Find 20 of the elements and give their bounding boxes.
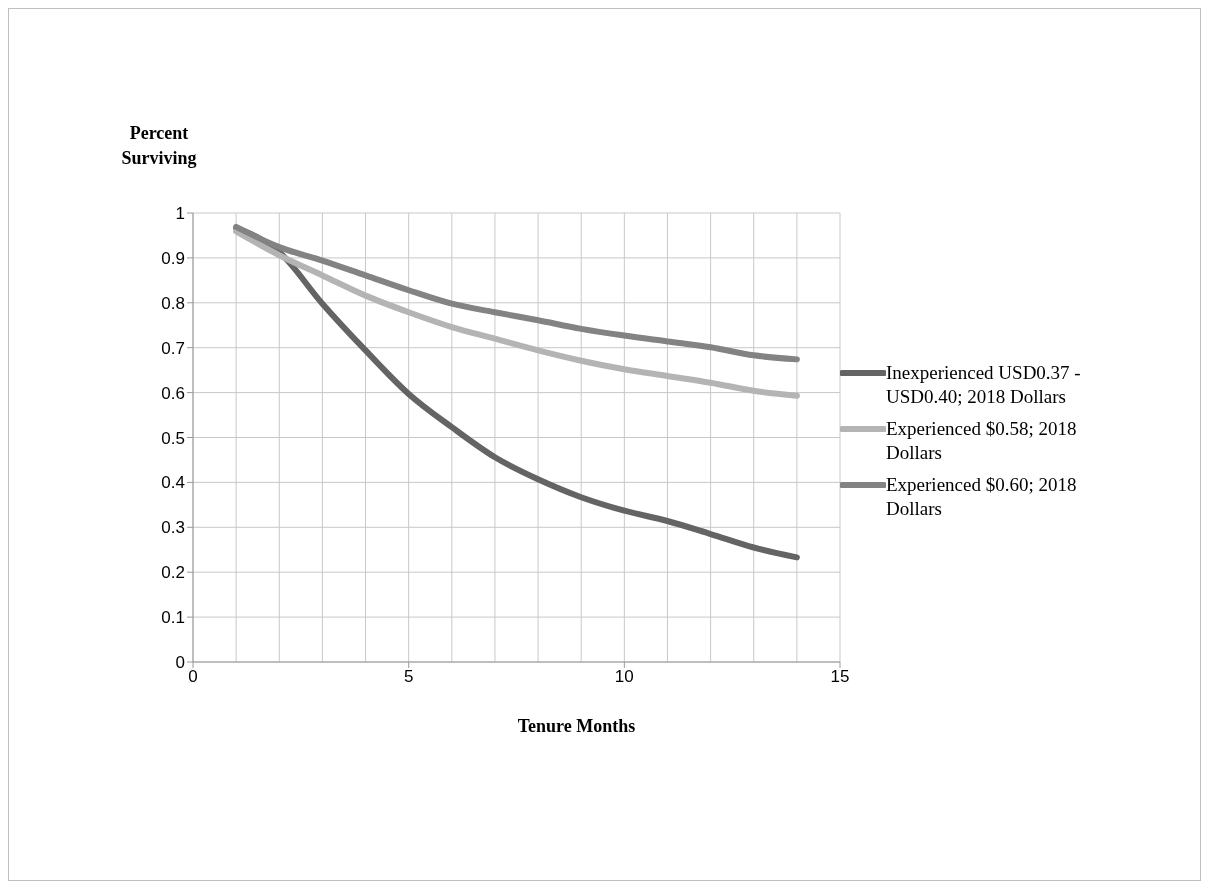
y-tick-label: 0.9	[161, 248, 185, 268]
x-tick-label: 15	[830, 667, 850, 687]
x-axis-title: Tenure Months	[517, 716, 636, 736]
x-tick-label: 10	[614, 667, 634, 687]
y-tick-label: 0.7	[161, 338, 185, 358]
y-tick-label: 0.8	[161, 293, 185, 313]
x-tick-label: 5	[403, 667, 414, 687]
y-tick-label: 0.2	[161, 563, 185, 583]
y-tick-label: 0.6	[161, 383, 185, 403]
y-tick-label: 0.3	[161, 518, 185, 538]
legend-label: Experienced $0.60; 2018 Dollars	[886, 472, 1078, 521]
legend-label: Inexperienced USD0.37 - USD0.40; 2018 Dollars	[886, 360, 1082, 409]
y-tick-label: 1	[175, 204, 185, 224]
legend-label: Experienced $0.58; 2018 Dollars	[886, 416, 1078, 465]
y-axis-title: Percent Surviving	[120, 122, 198, 170]
y-tick-label: 0.4	[161, 473, 185, 493]
x-tick-label: 0	[188, 667, 198, 687]
y-tick-label: 0.1	[161, 608, 185, 628]
y-tick-label: 0	[175, 653, 185, 673]
y-tick-label: 0.5	[161, 428, 185, 448]
